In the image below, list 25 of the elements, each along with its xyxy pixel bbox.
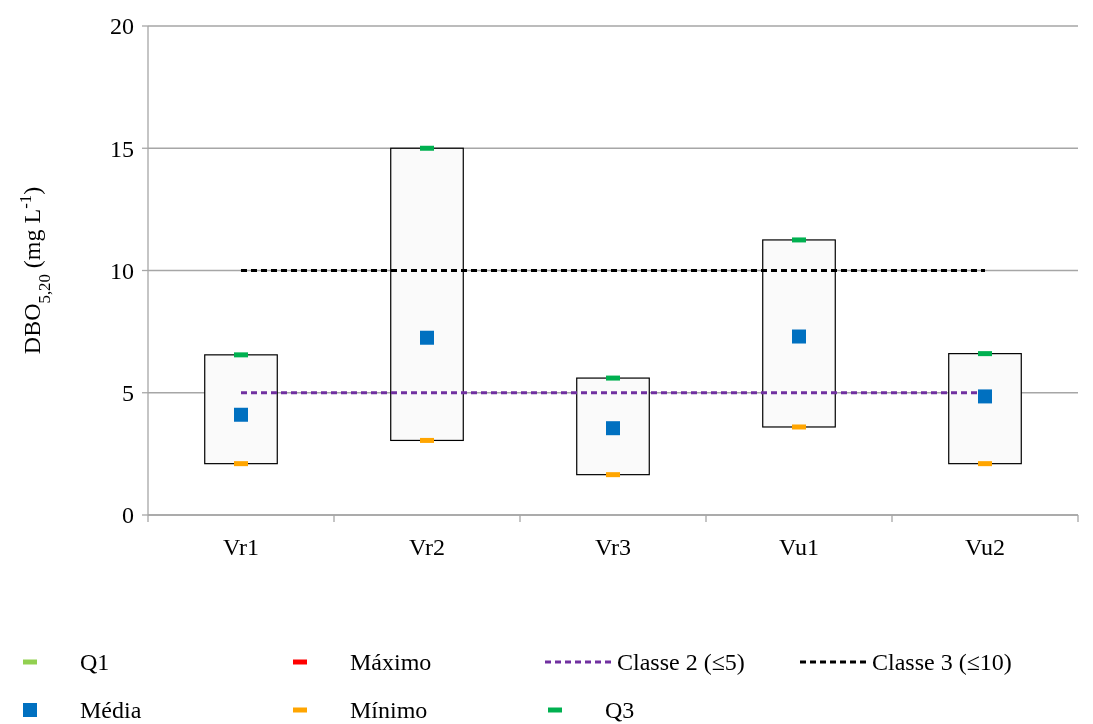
legend-label: Classe 2 (≤5)	[617, 649, 745, 676]
x-tick-label: Vu1	[779, 534, 819, 560]
legend-label: Classe 3 (≤10)	[872, 649, 1012, 676]
bar	[204, 354, 278, 465]
point	[234, 407, 248, 422]
legend-label: Média	[80, 697, 142, 724]
y-tick-label: 15	[110, 135, 134, 162]
legend-label: Máximo	[350, 649, 432, 676]
x-tick-label: Vu2	[965, 534, 1005, 560]
bar	[576, 377, 650, 476]
point	[792, 329, 806, 344]
legend-label: Q3	[605, 697, 635, 724]
legend-label: Mínimo	[350, 697, 428, 724]
y-tick-label: 10	[110, 257, 134, 284]
x-tick-label: Vr2	[409, 534, 445, 560]
legend-label: Q1	[80, 649, 110, 676]
point	[978, 389, 992, 404]
x-tick-label: Vr1	[223, 534, 259, 560]
y-tick-label: 20	[110, 13, 134, 40]
x-tick-label: Vr3	[595, 534, 631, 560]
bar	[948, 353, 1022, 465]
y-tick-label: 5	[122, 380, 134, 407]
point	[606, 421, 620, 436]
point	[420, 330, 434, 345]
y-tick-label: 0	[122, 502, 134, 529]
